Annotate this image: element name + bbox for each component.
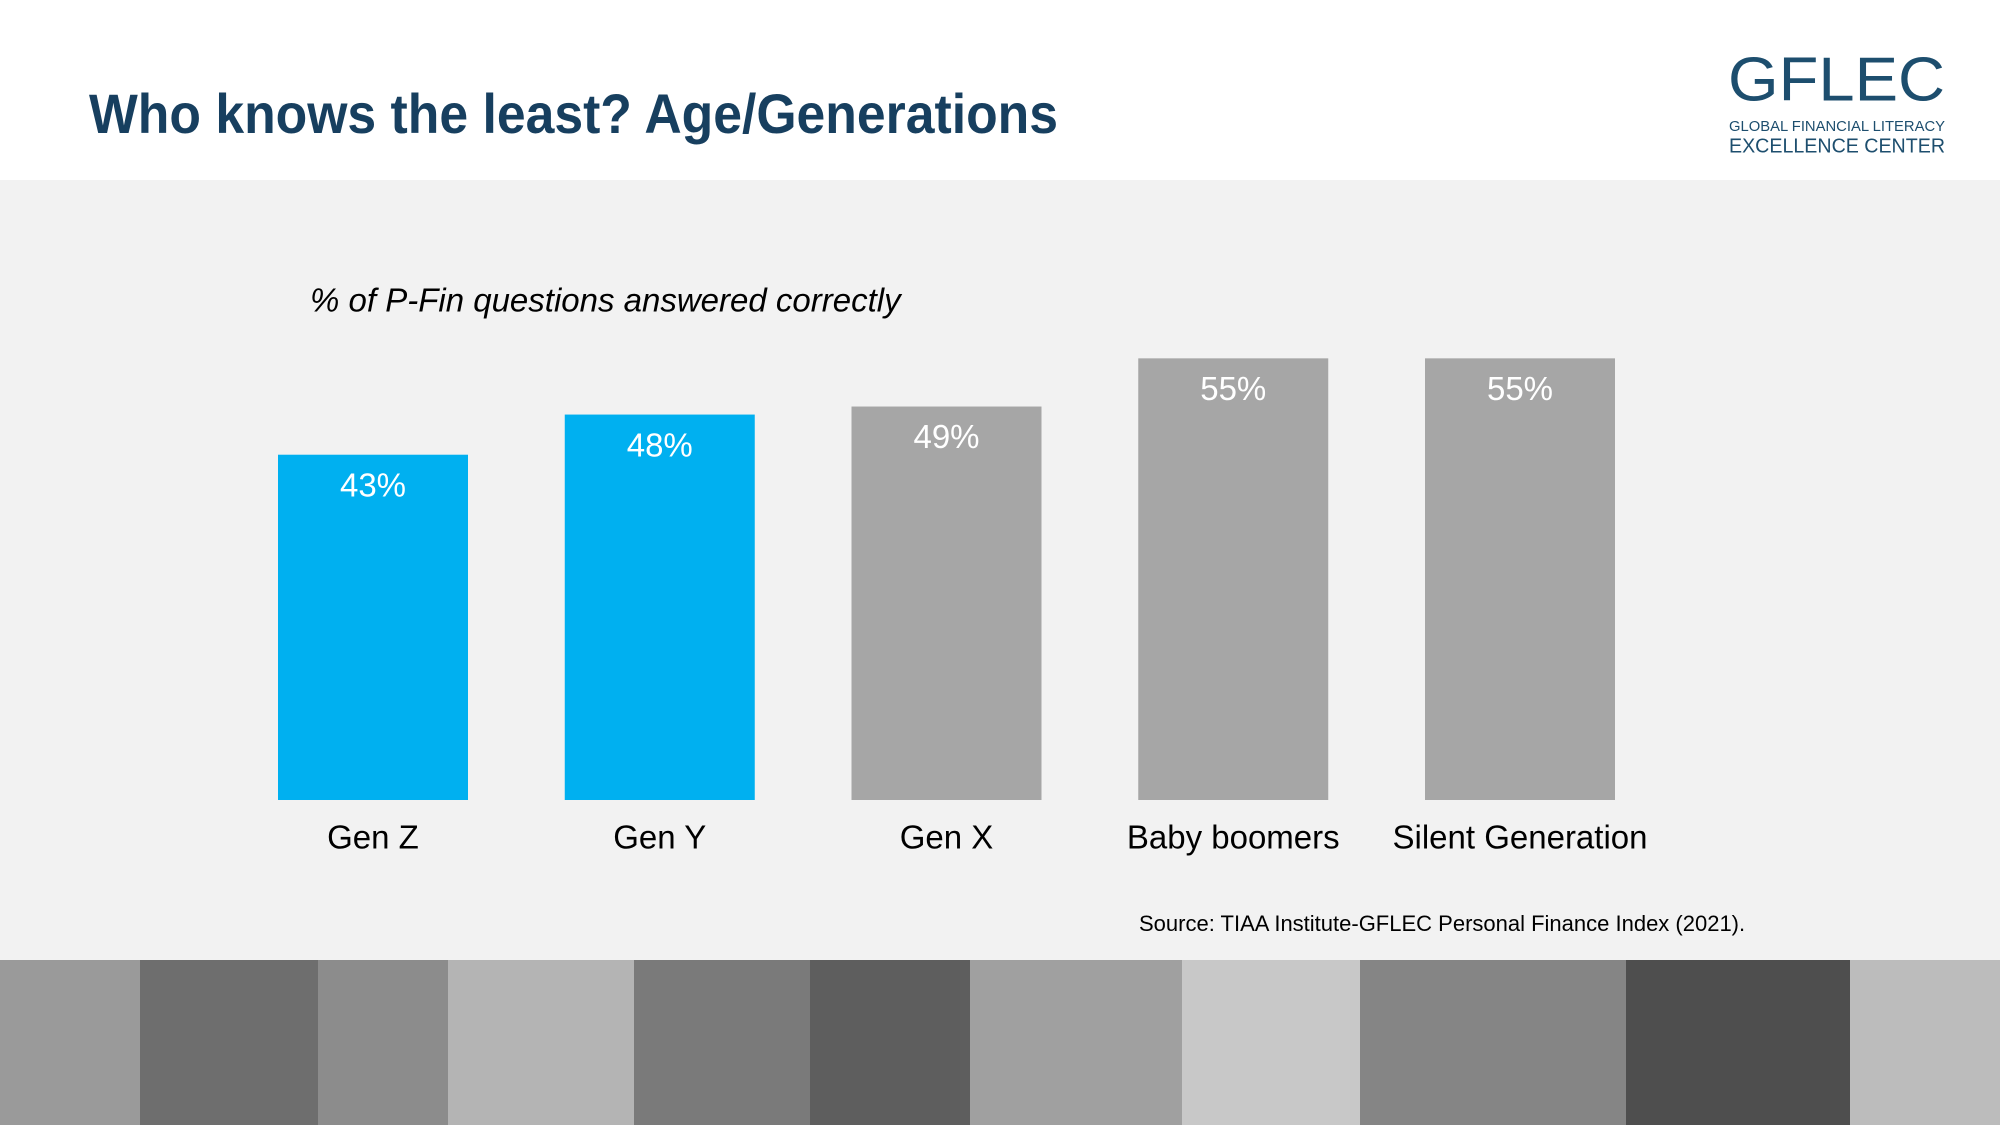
bar [564,414,755,800]
x-tick-label: Gen Y [613,819,706,856]
chart-subtitle: % of P-Fin questions answered correctly [310,282,903,319]
data-label: 49% [913,418,979,455]
logo-line: EXCELLENCE CENTER [1729,135,1945,157]
bar [1138,358,1329,800]
source: Source: TIAA Institute-GFLEC Personal Fi… [1139,911,1745,936]
logo-line: GLOBAL FINANCIAL LITERACY [1729,118,1945,135]
photo [448,960,634,1125]
data-label: 55% [1200,370,1266,407]
x-tick-label: Gen Z [327,819,419,856]
photo [0,960,140,1125]
photo [970,960,1182,1125]
x-tick-label: Gen X [900,819,994,856]
x-tick-label: Baby boomers [1127,819,1340,856]
photo [810,960,970,1125]
photo-strip [0,960,2000,1125]
data-label: 48% [627,426,693,463]
chart-title: Who knows the least? Age/Generations [89,82,1058,145]
photo [1360,960,1626,1125]
photo [1182,960,1360,1125]
header [0,0,2000,180]
photo [634,960,810,1125]
bar [851,406,1042,800]
photo [140,960,318,1125]
photo [1850,960,2000,1125]
photo [1626,960,1850,1125]
x-tick-label: Silent Generation [1393,819,1648,856]
bar [1425,358,1615,800]
photo [318,960,448,1125]
bar [278,454,468,800]
logo-name: GFLEC [1728,45,1945,114]
data-label: 43% [340,466,406,503]
data-label: 55% [1487,370,1553,407]
